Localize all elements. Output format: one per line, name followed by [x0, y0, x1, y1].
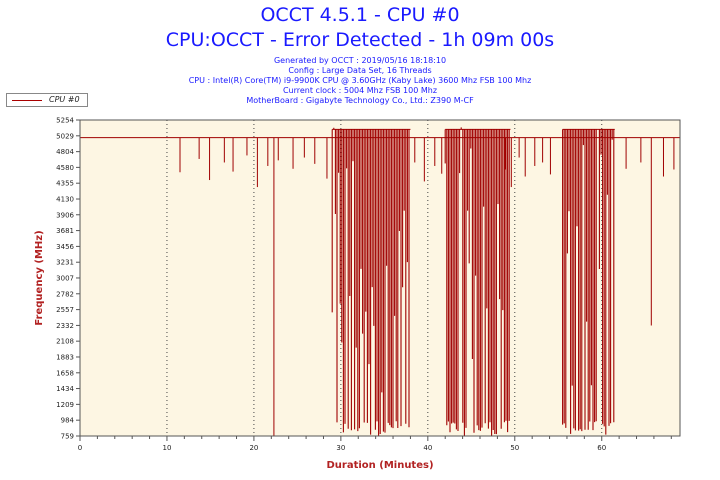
- y-tick-label: 2332: [56, 322, 74, 330]
- x-tick-label: 10: [162, 444, 171, 452]
- y-tick-label: 2557: [56, 306, 74, 314]
- x-axis: 0 10 20 30 40 50 60: [78, 436, 672, 452]
- legend: CPU #0: [6, 93, 88, 107]
- series-cpu0: [80, 127, 680, 436]
- x-axis-label: Duration (Minutes): [326, 460, 433, 471]
- info-cpu: CPU : Intel(R) Core(TM) i9-9900K CPU @ 3…: [188, 76, 532, 85]
- info-config: Config : Large Data Set, 16 Threads: [288, 66, 432, 75]
- chart-title: OCCT 4.5.1 - CPU #0: [260, 4, 460, 26]
- x-tick-label: 0: [78, 444, 82, 452]
- x-tick-label: 50: [510, 444, 519, 452]
- y-tick-label: 3456: [56, 243, 74, 251]
- y-axis: 759 984 1209 1434 1658 1883 2108 2332 2557 2782 30…: [56, 117, 80, 441]
- plot-border: [79, 119, 681, 437]
- legend-swatch: [12, 100, 42, 101]
- y-tick-label: 1209: [56, 401, 74, 409]
- y-tick-label: 3007: [56, 274, 74, 282]
- y-tick-label: 1658: [56, 369, 74, 377]
- y-tick-label: 5029: [56, 132, 74, 140]
- y-tick-label: 759: [61, 433, 74, 441]
- y-axis-label: Frequency (MHz): [34, 230, 45, 325]
- y-tick-label: 3906: [56, 211, 74, 219]
- x-tick-label: 60: [597, 444, 606, 452]
- x-tick-label: 40: [423, 444, 432, 452]
- info-current-clock: Current clock : 5004 Mhz FSB 100 Mhz: [282, 86, 438, 95]
- legend-label: CPU #0: [49, 95, 80, 104]
- y-tick-label: 4355: [56, 180, 74, 188]
- y-tick-label: 2782: [56, 290, 74, 298]
- y-tick-label: 984: [61, 417, 75, 425]
- y-tick-label: 3681: [56, 227, 74, 235]
- info-motherboard: MotherBoard : Gigabyte Technology Co., L…: [246, 96, 474, 105]
- x-tick-label: 20: [249, 444, 258, 452]
- y-tick-label: 4580: [56, 164, 74, 172]
- y-tick-label: 4130: [56, 196, 74, 204]
- grid: [166, 120, 603, 436]
- info-generated: Generated by OCCT : 2019/05/16 18:18:10: [273, 56, 447, 65]
- y-tick-label: 2108: [56, 338, 74, 346]
- chart-subtitle: CPU:OCCT - Error Detected - 1h 09m 00s: [165, 29, 555, 51]
- y-tick-label: 3231: [56, 259, 74, 267]
- y-tick-label: 5254: [56, 117, 74, 125]
- y-tick-label: 1434: [56, 385, 74, 393]
- x-tick-label: 30: [336, 444, 345, 452]
- y-tick-label: 1883: [56, 353, 74, 361]
- y-tick-label: 4804: [56, 148, 74, 156]
